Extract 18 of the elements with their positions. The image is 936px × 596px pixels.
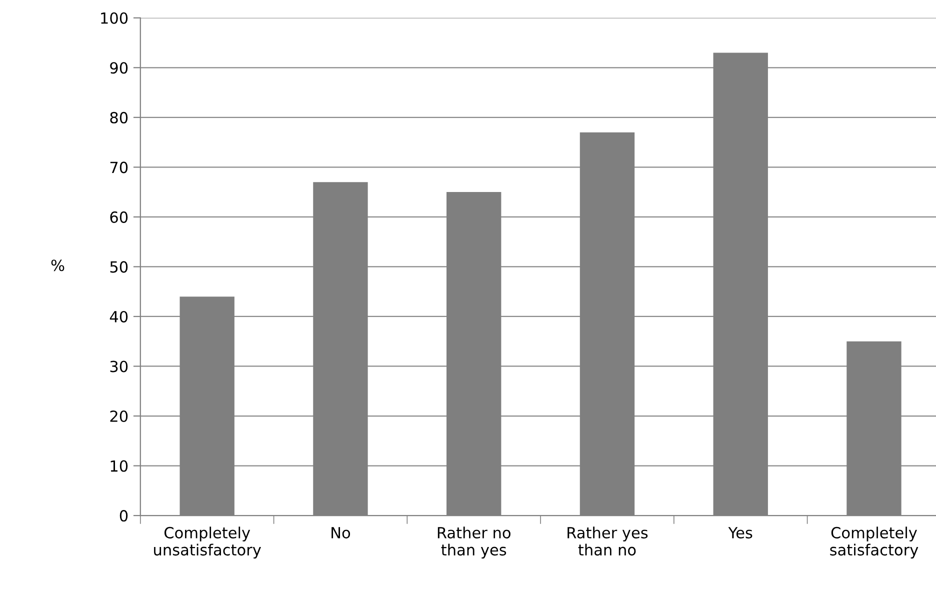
x-tick-label: Rather no than yes — [438, 526, 510, 559]
x-tick-label: Completely unsatisfactory — [154, 526, 261, 559]
y-tick-label: 20 — [110, 410, 128, 422]
y-tick-label: 80 — [110, 112, 128, 124]
y-tick-label: 30 — [110, 360, 128, 372]
y-tick-label: 50 — [110, 261, 128, 273]
x-tick-label: Completely satisfactory — [830, 526, 918, 559]
y-tick-label: 100 — [101, 12, 128, 24]
y-tick-label: 60 — [110, 211, 128, 223]
y-tick-label: 40 — [110, 310, 128, 322]
y-tick-label: 10 — [110, 460, 128, 472]
y-tick-label: 0 — [120, 510, 128, 522]
y-tick-label: 70 — [110, 162, 128, 174]
x-tick-label: No — [332, 527, 350, 538]
y-tick-label: 90 — [110, 62, 128, 74]
x-tick-label: Yes — [728, 527, 752, 538]
y-axis-title: % — [51, 260, 64, 272]
x-tick-label: Rather yes than no — [568, 526, 648, 556]
